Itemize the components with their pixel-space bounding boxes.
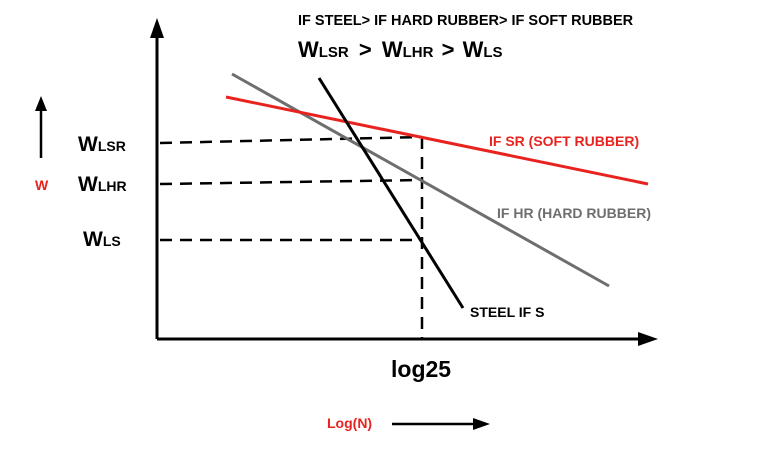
x-axis-arrowhead <box>638 332 658 346</box>
x-axis-label: Log(N) <box>327 415 372 431</box>
y-axis-symbol: W <box>35 177 49 193</box>
x-label-arrow-icon <box>473 418 490 430</box>
label-hard-rubber: IF HR (HARD RUBBER) <box>497 205 651 221</box>
dashed-guides <box>159 135 424 339</box>
ytick-wlhr: WLHR <box>78 173 127 196</box>
curve-hard-rubber <box>231 72 610 288</box>
label-steel: STEEL IF S <box>470 304 544 320</box>
x-marker-log25: log25 <box>391 356 451 382</box>
label-soft-rubber: IF SR (SOFT RUBBER) <box>489 133 639 149</box>
guide-wlsr <box>159 135 423 145</box>
ytick-wls: WLS <box>83 228 121 251</box>
ytick-wlsr: WLSR <box>78 133 126 156</box>
header-relation: WLSR > WLHR > WLS <box>298 37 503 62</box>
curve-steel <box>317 77 465 309</box>
y-axis-arrowhead <box>150 18 164 38</box>
w-up-arrow-icon <box>35 96 47 111</box>
curve-soft-rubber <box>225 95 649 186</box>
guide-wlhr <box>159 178 423 186</box>
header-condition: IF STEEL> IF HARD RUBBER> IF SOFT RUBBER <box>298 13 634 29</box>
